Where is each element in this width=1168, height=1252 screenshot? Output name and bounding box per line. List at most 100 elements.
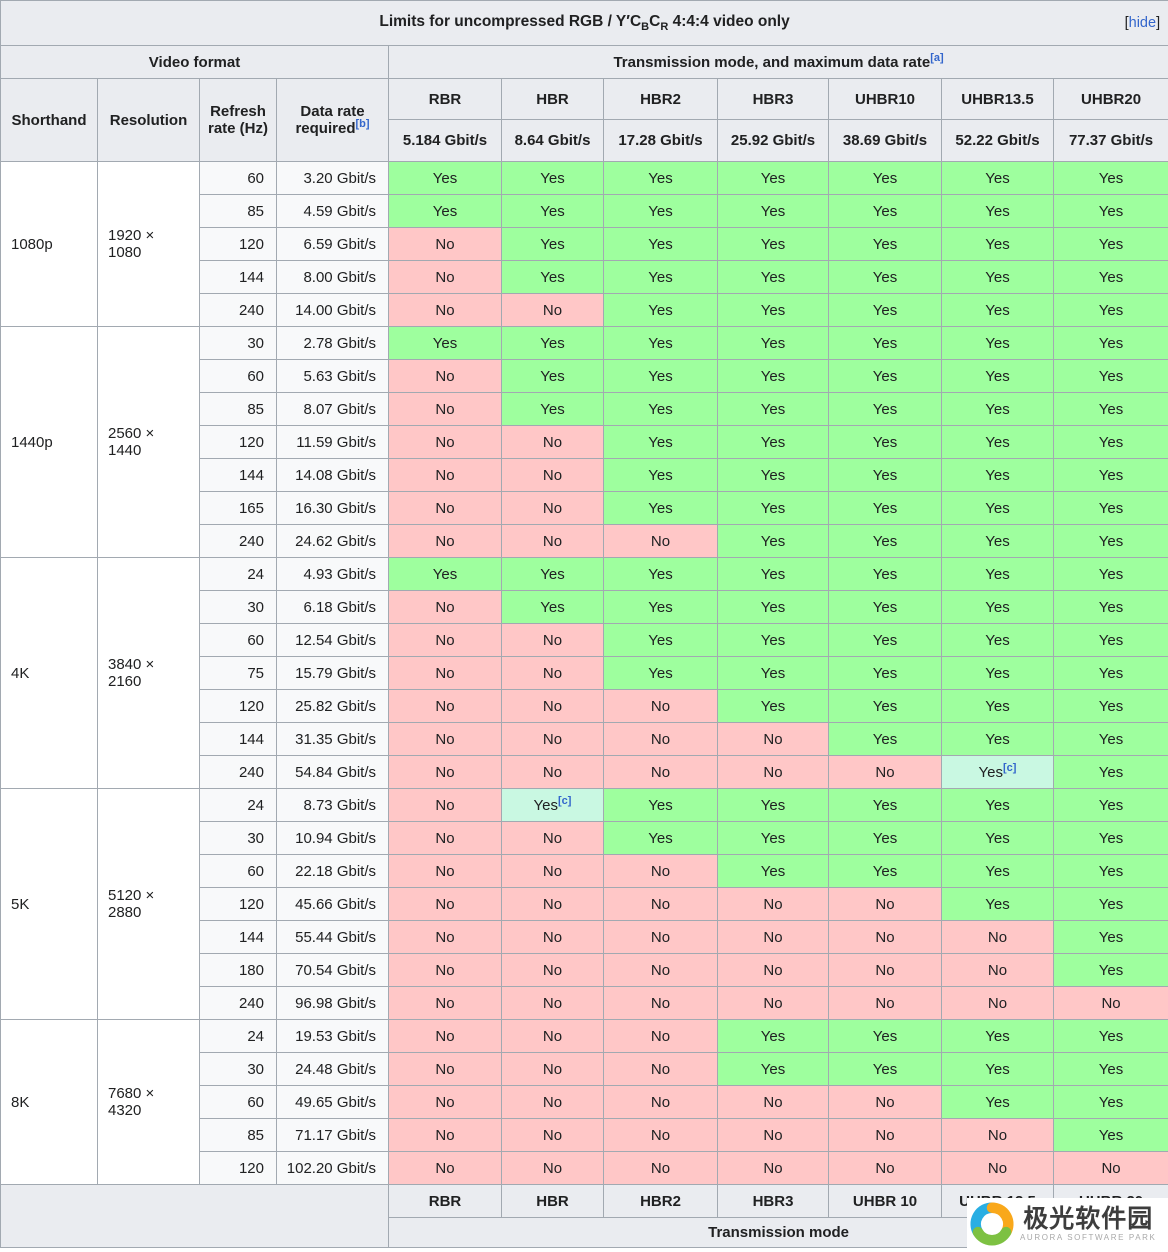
mode-cell-uhbr20: Yes [1052,854,1168,888]
mode-cell-rbr: No [388,755,502,789]
mode-cell-hbr: No [501,953,604,987]
refresh-rate-cell: 24 [199,788,277,822]
mode-cell-hbr2: No [603,1151,718,1185]
table-row: 60 12.54 Gbit/s No No Yes Yes Yes Yes Yes [1,623,1168,657]
data-rate-cell: 5.63 Gbit/s [276,359,389,393]
data-rate-cell: 70.54 Gbit/s [276,953,389,987]
refresh-rate-cell: 24 [199,557,277,591]
mode-cell-hbr3: Yes [717,458,829,492]
data-rate-cell: 6.18 Gbit/s [276,590,389,624]
mode-cell-rbr: Yes [388,161,502,195]
data-rate-cell: 55.44 Gbit/s [276,920,389,954]
mode-cell-rbr: No [388,1085,502,1119]
watermark: 极光软件园 AURORA SOFTWARE PARK [967,1198,1168,1252]
data-rate-cell: 12.54 Gbit/s [276,623,389,657]
refresh-rate-cell: 144 [199,722,277,756]
mode-cell-hbr: Yes [501,590,604,624]
mode-cell-rbr: No [388,854,502,888]
mode-cell-hbr3: Yes [717,623,829,657]
refresh-rate-cell: 240 [199,293,277,327]
table-row: 60 49.65 Gbit/s No No No No No Yes Yes [1,1085,1168,1119]
resolution-cell: 7680 × 4320 [97,1019,200,1185]
mode-cell-uhbr20: Yes [1052,920,1168,954]
data-rate-cell: 31.35 Gbit/s [276,722,389,756]
mode-cell-hbr: No [501,491,604,525]
mode-cell-hbr2: Yes [603,326,718,360]
ref-c-link[interactable]: [c] [558,794,572,807]
mode-cell-hbr2: No [603,887,718,921]
table-row: 60 22.18 Gbit/s No No No Yes Yes Yes Yes [1,854,1168,888]
table-row: 5K 5120 × 2880 24 8.73 Gbit/s No Yes[c] Yes Yes… [0,788,1168,1020]
mode-cell-uhbr20: Yes [1052,524,1168,558]
data-rate-cell: 49.65 Gbit/s [276,1085,389,1119]
mode-cell-uhbr135: Yes [941,557,1054,591]
mode-cell-hbr: Yes [501,359,604,393]
col-header-refresh-rate: Refresh rate (Hz) [199,78,277,162]
mode-cell-hbr: No [501,1052,604,1086]
bracket-close: ] [1156,15,1161,31]
refresh-rate-cell: 165 [199,491,277,525]
mode-cell-hbr3: Yes [717,161,829,195]
table-row: 85 8.07 Gbit/s No Yes Yes Yes Yes Yes Yes [1,392,1168,426]
mode-cell-hbr: No [501,887,604,921]
data-rate-cell: 45.66 Gbit/s [276,887,389,921]
col-header-hbr-rate: 8.64 Gbit/s [501,119,604,162]
watermark-title: 极光软件园 [1023,1204,1154,1233]
table-row: 8K 7680 × 4320 24 19.53 Gbit/s No No No Yes Yes Y… [0,1019,1168,1185]
data-rate-cell: 19.53 Gbit/s [276,1019,389,1053]
page-title: Limits for uncompressed RGB / Y′CBCR 4:4… [379,12,790,34]
footer-label-rbr: RBR [388,1184,502,1218]
mode-cell-uhbr20: Yes [1052,821,1168,855]
col-header-shorthand: Shorthand [0,78,98,162]
mode-cell-hbr2: No [603,755,718,789]
mode-cell-uhbr20: Yes [1052,689,1168,723]
mode-cell-uhbr10: Yes [828,491,942,525]
refresh-rate-cell: 24 [199,1019,277,1053]
shorthand-cell: 8K [0,1019,98,1185]
mode-cell-uhbr135: No [941,1118,1054,1152]
mode-cell-uhbr10: Yes [828,557,942,591]
mode-cell-uhbr10: Yes [828,788,942,822]
refresh-rate-cell: 120 [199,425,277,459]
col-header-hbr: HBR [501,78,604,120]
mode-cell-uhbr10: No [828,1151,942,1185]
mode-cell-uhbr10: Yes [828,326,942,360]
hide-link[interactable]: hide [1128,15,1157,31]
mode-cell-hbr3: No [717,1085,829,1119]
mode-cell-hbr2: No [603,1118,718,1152]
table-row: 120 102.20 Gbit/s No No No No No No No [1,1151,1168,1185]
data-rate-cell: 14.08 Gbit/s [276,458,389,492]
mode-cell-hbr2: Yes [603,491,718,525]
mode-cell-uhbr10: Yes [828,854,942,888]
table-row: 240 14.00 Gbit/s No No Yes Yes Yes Yes Yes [1,293,1168,327]
ref-b-link[interactable]: [b] [355,118,370,130]
mode-cell-hbr: Yes [501,194,604,228]
shorthand-cell: 1440p [0,326,98,558]
ref-a-link[interactable]: [a] [930,51,944,64]
mode-cell-hbr2: Yes [603,623,718,657]
mode-cell-uhbr135: Yes [941,392,1054,426]
data-rate-cell: 25.82 Gbit/s [276,689,389,723]
mode-cell-hbr: No [501,425,604,459]
mode-cell-uhbr20: Yes [1052,161,1168,195]
mode-cell-uhbr135: No [941,953,1054,987]
mode-cell-rbr: No [388,986,502,1020]
refresh-rate-cell: 30 [199,326,277,360]
mode-cell-uhbr20: Yes [1052,953,1168,987]
mode-cell-uhbr10: Yes [828,1019,942,1053]
mode-cell-rbr: No [388,656,502,690]
mode-cell-hbr3: Yes [717,1052,829,1086]
ref-c-link[interactable]: [c] [1003,761,1017,774]
mode-cell-rbr: No [388,1118,502,1152]
mode-cell-uhbr135: Yes [941,788,1054,822]
refresh-rate-cell: 240 [199,986,277,1020]
refresh-rate-cell: 120 [199,689,277,723]
mode-cell-hbr2: No [603,986,718,1020]
mode-cell-uhbr10: Yes [828,524,942,558]
data-rate-cell: 8.00 Gbit/s [276,260,389,294]
mode-cell-uhbr10: No [828,986,942,1020]
table-row: 85 4.59 Gbit/s Yes Yes Yes Yes Yes Yes Yes [1,194,1168,228]
refresh-rate-cell: 144 [199,920,277,954]
mode-cell-uhbr10: Yes [828,821,942,855]
mode-cell-uhbr20: Yes [1052,1052,1168,1086]
